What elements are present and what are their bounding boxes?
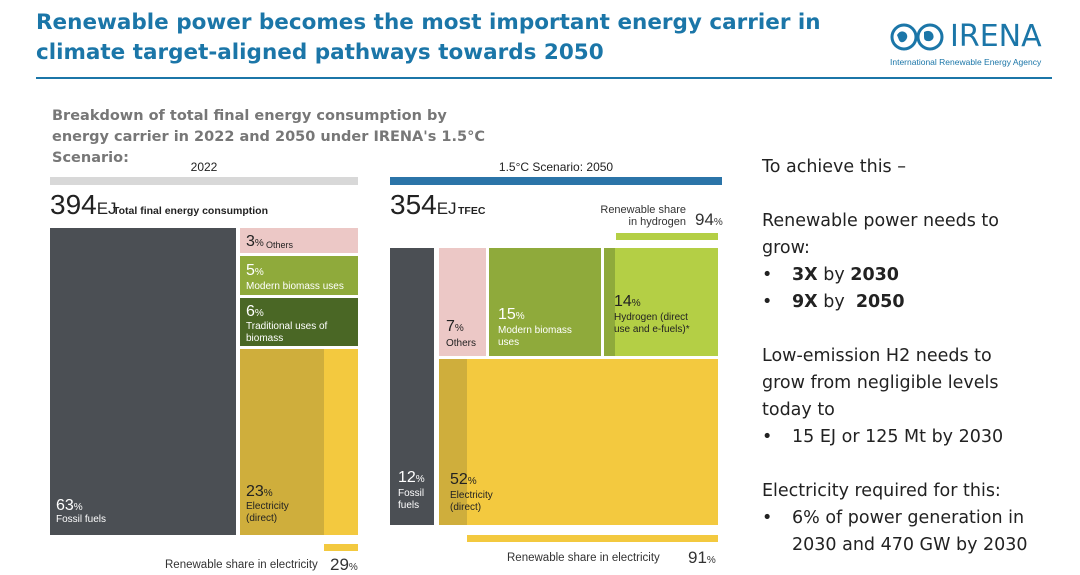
note-2050-renewable-hydrogen: Renewable share in hydrogen [600, 204, 686, 228]
block-2050-others: 7% Others [439, 248, 486, 356]
bar-2050-renewable-hydrogen [616, 233, 718, 240]
value-2050-renewable-electricity: 91% [688, 548, 716, 567]
power-text-line1: Renewable power needs to [762, 211, 999, 231]
pct-2050-fossil: 12% [398, 469, 425, 486]
pct-2022-electricity: 23% [246, 483, 273, 500]
bullet-glyph: • [762, 427, 773, 447]
value-2050-renewable-hydrogen: 94% [695, 210, 723, 229]
chart-subtitle: Breakdown of total final energy consumpt… [52, 108, 485, 166]
value-2022-renewable-electricity: 29% [330, 555, 358, 574]
total-2022-label: Total final energy consumption [113, 205, 268, 217]
label-2022-electricity: Electricity (direct) [246, 501, 289, 524]
page-title: Renewable power becomes the most importa… [36, 10, 821, 65]
panel-2022-bar [50, 177, 358, 185]
right-text-panel: To achieve this – Renewable power needs … [762, 154, 1062, 564]
pct-2050-modern-biomass: 15% [498, 306, 525, 323]
pct-2050-electricity: 52% [450, 471, 477, 488]
total-2022: 394EJ [50, 189, 117, 220]
label-2050-modern-biomass: Modern biomass uses [498, 325, 572, 348]
block-2050-electricity: 52% Electricity (direct) [439, 359, 718, 525]
pct-2022-modern-biomass: 5% [246, 262, 264, 279]
h2-text-line3: today to [762, 400, 835, 420]
h2-bullet: • 15 EJ or 125 Mt by 2030 [762, 424, 1062, 451]
bar-2050-renewable-electricity [467, 535, 718, 542]
label-2022-modern-biomass: Modern biomass uses [246, 281, 344, 292]
power-bullet-2: • 9X by 2050 [762, 289, 1062, 316]
total-2050-label: TFEC [458, 205, 486, 217]
pct-2022-others: 3% [246, 233, 264, 250]
bar-2022-renewable-electricity [324, 544, 358, 551]
elec-bullet: • 6% of power generation in 2030 and 470… [762, 505, 1062, 559]
block-2022-electricity: 23% Electricity (direct) [240, 349, 358, 535]
irena-logo-subtitle: International Renewable Energy Agency [890, 57, 1042, 67]
bullet-glyph: • [762, 265, 773, 285]
label-2050-fossil: Fossil fuels [398, 488, 425, 511]
block-2050-hydrogen-nonrenewable [604, 248, 615, 356]
block-2050-modern-biomass: 15% Modern biomass uses [489, 248, 601, 356]
block-2050-hydrogen: 14% Hydrogen (direct use and e-fuels)* [604, 248, 718, 356]
note-2050-renewable-electricity: Renewable share in electricity [507, 552, 660, 564]
label-2050-electricity: Electricity (direct) [450, 490, 493, 513]
block-2022-fossil: 63% Fossil fuels [50, 228, 236, 535]
h2-text-line2: grow from negligible levels [762, 373, 999, 393]
block-2022-traditional-biomass: 6% Traditional uses of biomass [240, 298, 358, 346]
power-text-line2: grow: [762, 238, 810, 258]
pct-2022-traditional-biomass: 6% [246, 303, 264, 320]
panel-2050-bar [390, 177, 722, 185]
h2-bullet-text: 15 EJ or 125 Mt by 2030 [792, 427, 1004, 447]
block-2050-fossil: 12% Fossil fuels [390, 248, 434, 525]
note-2050-renewable-hydrogen-line2: in hydrogen [628, 216, 687, 228]
intro-text: To achieve this – [762, 157, 906, 177]
block-2022-electricity-renewable [324, 349, 358, 535]
block-2022-modern-biomass: 5% Modern biomass uses [240, 256, 358, 295]
note-2050-renewable-hydrogen-line1: Renewable share [600, 204, 686, 216]
block-2022-others: 3% Others [240, 228, 358, 253]
label-2050-others: Others [446, 338, 477, 349]
elec-text-line1: Electricity required for this: [762, 481, 1001, 501]
label-2022-traditional-biomass: Traditional uses of biomass [246, 321, 328, 344]
elec-bullet-line2: 2030 and 470 GW by 2030 [792, 535, 1028, 555]
panel-2022-label: 2022 [190, 160, 218, 174]
bullet-glyph: • [762, 508, 773, 528]
elec-bullet-line1: 6% of power generation in [792, 508, 1025, 528]
block-2050-electricity-nonrenewable [439, 359, 467, 525]
note-2022-renewable-electricity: Renewable share in electricity [165, 559, 318, 571]
irena-logo-icon [890, 23, 944, 51]
header-divider [36, 77, 1052, 79]
total-2050: 354EJ [390, 189, 457, 220]
label-2022-others: Others [266, 240, 294, 250]
power-bullet-1: • 3X by 2030 [762, 262, 1062, 289]
bullet-glyph: • [762, 292, 773, 312]
pct-2050-others: 7% [446, 318, 464, 335]
panel-2050-label: 1.5°C Scenario: 2050 [498, 160, 614, 174]
label-2050-hydrogen: Hydrogen (direct use and e-fuels)* [614, 312, 690, 335]
label-2022-fossil: Fossil fuels [56, 514, 107, 525]
pct-2022-fossil: 63% [56, 497, 83, 514]
pct-2050-hydrogen: 14% [614, 293, 641, 310]
h2-text-line1: Low-emission H2 needs to [762, 346, 992, 366]
irena-logo-text: IRENA [950, 19, 1042, 54]
